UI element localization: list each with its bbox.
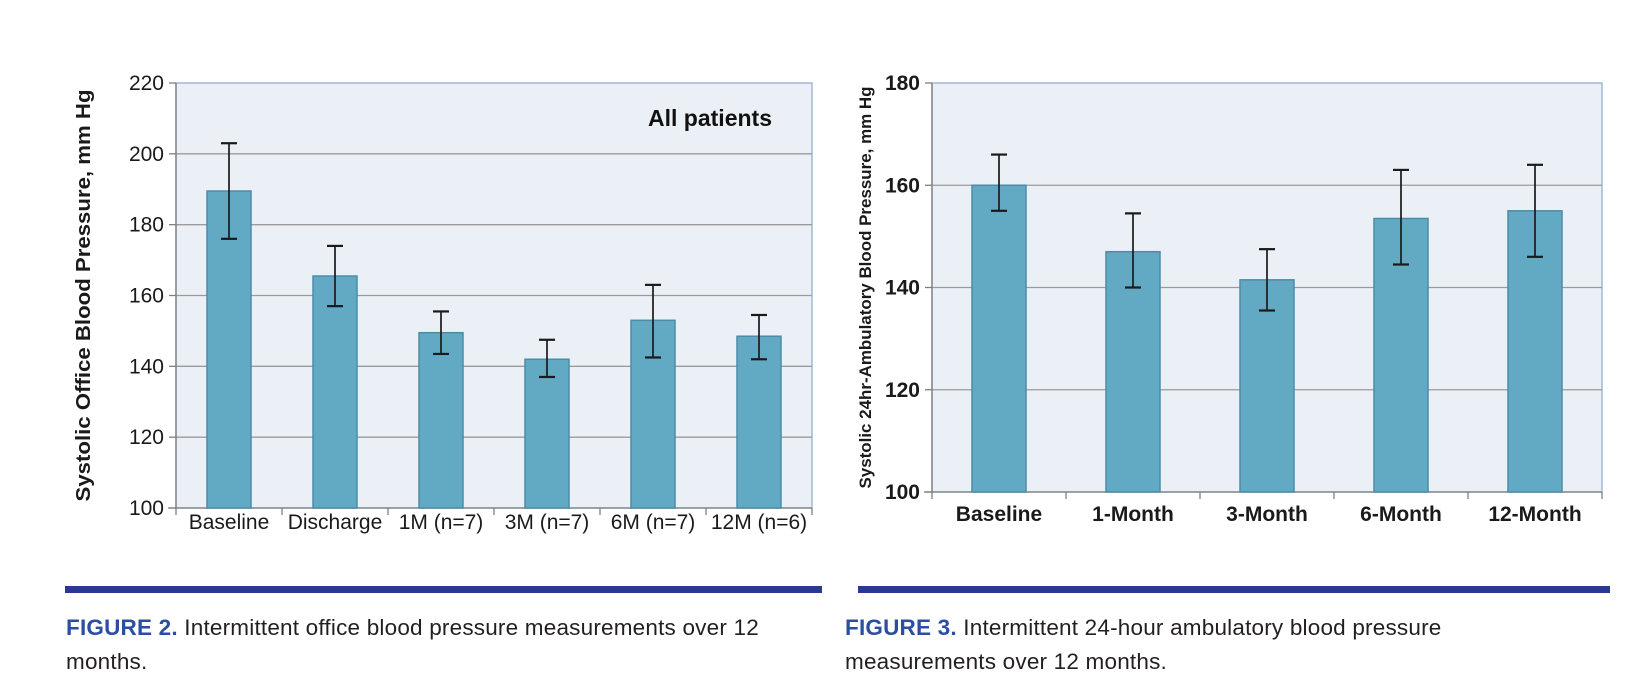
y-tick-label: 200 [129, 143, 164, 166]
y-tick-label: 180 [885, 72, 920, 95]
y-tick-label: 160 [885, 174, 920, 197]
x-tick-label: 6-Month [1360, 503, 1442, 526]
x-tick-label: Baseline [189, 511, 270, 534]
figure-3-bar-chart: 100 120 140 160 180 Baseline 1-Month 3-Month 6-M… [856, 72, 1603, 526]
figure-2-caption-label: FIGURE 2. [66, 615, 178, 640]
bar [206, 190, 252, 509]
x-tick-label: Baseline [956, 503, 1042, 526]
y-tick-label: 120 [885, 379, 920, 402]
bar [1239, 279, 1295, 493]
figure-3-caption: FIGURE 3. Intermittent 24-hour ambulator… [845, 611, 1535, 679]
y-tick-label: 120 [129, 426, 164, 449]
figure-3-caption-label: FIGURE 3. [845, 615, 957, 640]
y-axis-title: Systolic Office Blood Pressure, mm Hg [73, 90, 95, 502]
figure-2-divider-rule [65, 586, 822, 593]
figure-3-divider-rule [858, 586, 1610, 593]
x-tick-label: Discharge [288, 511, 383, 534]
x-tick-label: 12M (n=6) [711, 511, 807, 534]
x-tick-label: 1M (n=7) [399, 511, 484, 534]
x-tick-label: 1-Month [1092, 503, 1174, 526]
figure-3-caption-text: Intermittent 24-hour ambulatory blood pr… [845, 615, 1442, 674]
figure-2-caption-text: Intermittent office blood pressure measu… [66, 615, 759, 674]
y-axis-title: Systolic 24hr-Ambulatory Blood Pressure,… [856, 87, 875, 489]
y-tick-label: 160 [129, 285, 164, 308]
bar [524, 358, 570, 509]
figure-2-caption: FIGURE 2. Intermittent office blood pres… [66, 611, 771, 679]
bar [418, 331, 464, 509]
x-tick-label: 12-Month [1488, 503, 1581, 526]
bar [736, 335, 782, 509]
bar [1105, 250, 1161, 493]
y-tick-label: 180 [129, 214, 164, 237]
chart-annotation: All patients [648, 105, 772, 131]
y-tick-label: 100 [885, 481, 920, 504]
y-tick-label: 140 [885, 277, 920, 300]
y-tick-label: 100 [129, 497, 164, 520]
x-tick-label: 3M (n=7) [505, 511, 590, 534]
x-tick-label: 6M (n=7) [611, 511, 696, 534]
figure-2-bar-chart: 100 120 140 160 180 200 220 Baseline Discharge 1M… [73, 72, 813, 534]
bar [312, 275, 358, 509]
y-tick-label: 140 [129, 355, 164, 378]
y-tick-label: 220 [129, 72, 164, 95]
x-tick-label: 3-Month [1226, 503, 1308, 526]
bar [971, 184, 1027, 493]
